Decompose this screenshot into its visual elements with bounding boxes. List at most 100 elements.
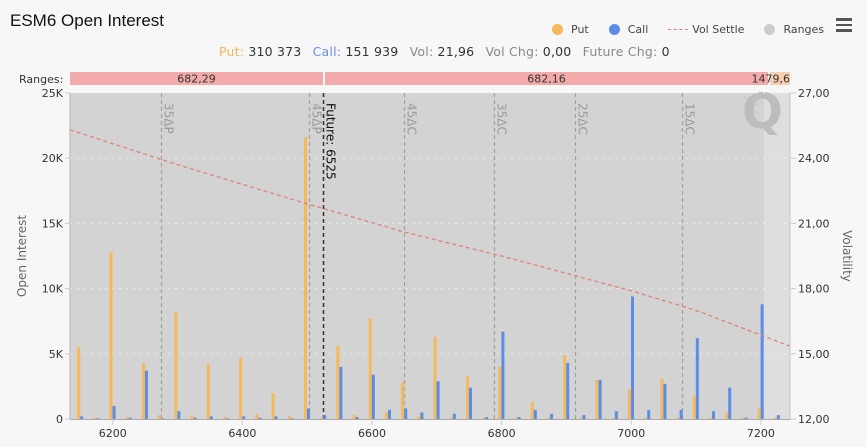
put-bar[interactable] <box>190 415 194 419</box>
put-bar[interactable] <box>644 417 648 419</box>
call-bar[interactable] <box>679 409 683 419</box>
call-bar[interactable] <box>80 416 84 419</box>
put-bar[interactable] <box>206 364 210 419</box>
call-bar[interactable] <box>193 417 197 419</box>
put-bar[interactable] <box>401 382 405 419</box>
put-bar[interactable] <box>595 379 599 419</box>
call-bar[interactable] <box>566 362 570 419</box>
call-bar[interactable] <box>387 409 391 419</box>
put-bar[interactable] <box>660 378 664 419</box>
call-bar[interactable] <box>225 418 229 419</box>
call-bar[interactable] <box>112 405 116 419</box>
call-bar[interactable] <box>695 338 699 419</box>
put-bar[interactable] <box>773 417 777 419</box>
call-bar[interactable] <box>144 370 148 419</box>
put-bar[interactable] <box>466 375 470 419</box>
call-bar[interactable] <box>274 416 278 419</box>
call-bar[interactable] <box>436 381 440 419</box>
call-bar[interactable] <box>469 387 473 419</box>
put-bar[interactable] <box>709 417 713 419</box>
put-bar[interactable] <box>125 417 129 419</box>
put-bar[interactable] <box>352 415 356 419</box>
put-bar[interactable] <box>514 417 518 419</box>
put-bar[interactable] <box>158 415 162 419</box>
call-bar[interactable] <box>339 366 343 419</box>
put-bar[interactable] <box>336 345 340 419</box>
put-bar[interactable] <box>222 417 226 419</box>
call-bar[interactable] <box>598 379 602 419</box>
call-bar[interactable] <box>647 409 651 419</box>
range-segment[interactable] <box>770 72 790 85</box>
put-bar[interactable] <box>563 355 567 419</box>
put-bar[interactable] <box>547 417 551 419</box>
put-bar[interactable] <box>287 416 291 419</box>
call-bar[interactable] <box>404 408 408 419</box>
put-bar[interactable] <box>239 357 243 419</box>
call-bar[interactable] <box>760 304 764 419</box>
put-bar[interactable] <box>109 252 113 419</box>
put-bar[interactable] <box>498 366 502 419</box>
call-bar[interactable] <box>258 417 262 419</box>
put-bar[interactable] <box>368 318 372 419</box>
put-bar[interactable] <box>725 412 729 419</box>
put-bar[interactable] <box>77 347 81 419</box>
put-bar[interactable] <box>611 417 615 419</box>
legend-item-call[interactable]: Call <box>608 22 649 36</box>
put-bar[interactable] <box>417 416 421 419</box>
call-bar[interactable] <box>776 415 780 419</box>
call-bar[interactable] <box>209 416 213 419</box>
call-bar[interactable] <box>631 296 635 419</box>
legend-item-put[interactable]: Put <box>552 23 589 36</box>
call-bar[interactable] <box>371 374 375 419</box>
call-bar[interactable] <box>533 409 537 419</box>
legend-item-ranges[interactable]: Ranges <box>764 23 824 36</box>
put-bar[interactable] <box>303 137 307 419</box>
legend-label: Call <box>627 22 649 36</box>
put-bar[interactable] <box>271 392 275 419</box>
call-bar[interactable] <box>290 418 294 419</box>
y2-tick-label: 15,00 <box>798 348 830 361</box>
put-bar[interactable] <box>579 417 583 419</box>
put-bar[interactable] <box>141 362 145 419</box>
put-bar[interactable] <box>757 408 761 419</box>
call-bar[interactable] <box>728 387 732 419</box>
call-bar[interactable] <box>306 408 310 419</box>
put-bar[interactable] <box>676 417 680 419</box>
range-value: 1479,6 <box>752 73 791 86</box>
call-bar[interactable] <box>712 411 716 419</box>
call-bar[interactable] <box>323 415 327 419</box>
put-bar[interactable] <box>741 417 745 419</box>
call-bar[interactable] <box>161 418 165 419</box>
call-bar[interactable] <box>420 412 424 419</box>
call-bar[interactable] <box>96 418 100 419</box>
call-bar[interactable] <box>744 417 748 419</box>
call-bar[interactable] <box>242 416 246 419</box>
call-bar[interactable] <box>614 411 618 419</box>
put-bar[interactable] <box>628 389 632 419</box>
call-bar[interactable] <box>501 331 505 419</box>
call-bar[interactable] <box>128 417 132 419</box>
call-bar[interactable] <box>663 383 667 419</box>
put-bar[interactable] <box>384 412 388 419</box>
put-bar[interactable] <box>255 414 259 419</box>
call-bar[interactable] <box>582 415 586 419</box>
call-bar[interactable] <box>517 417 521 419</box>
legend-item-vol-settle[interactable]: Vol Settle <box>668 23 744 36</box>
put-bar[interactable] <box>692 395 696 419</box>
call-bar[interactable] <box>177 411 181 419</box>
put-bar[interactable] <box>449 417 453 419</box>
future-chg-label: Future Chg: <box>582 44 658 59</box>
call-bar[interactable] <box>355 417 359 419</box>
range-segment[interactable] <box>70 72 323 85</box>
put-bar[interactable] <box>433 336 437 419</box>
range-segment[interactable] <box>325 72 768 85</box>
call-bar[interactable] <box>452 413 456 419</box>
put-bar[interactable] <box>530 402 534 419</box>
put-bar[interactable] <box>93 417 97 419</box>
put-bar[interactable] <box>482 417 486 419</box>
hamburger-menu-icon[interactable] <box>836 18 852 32</box>
call-bar[interactable] <box>485 417 489 419</box>
put-bar[interactable] <box>174 312 178 419</box>
call-bar[interactable] <box>550 413 554 419</box>
put-bar[interactable] <box>320 417 324 419</box>
